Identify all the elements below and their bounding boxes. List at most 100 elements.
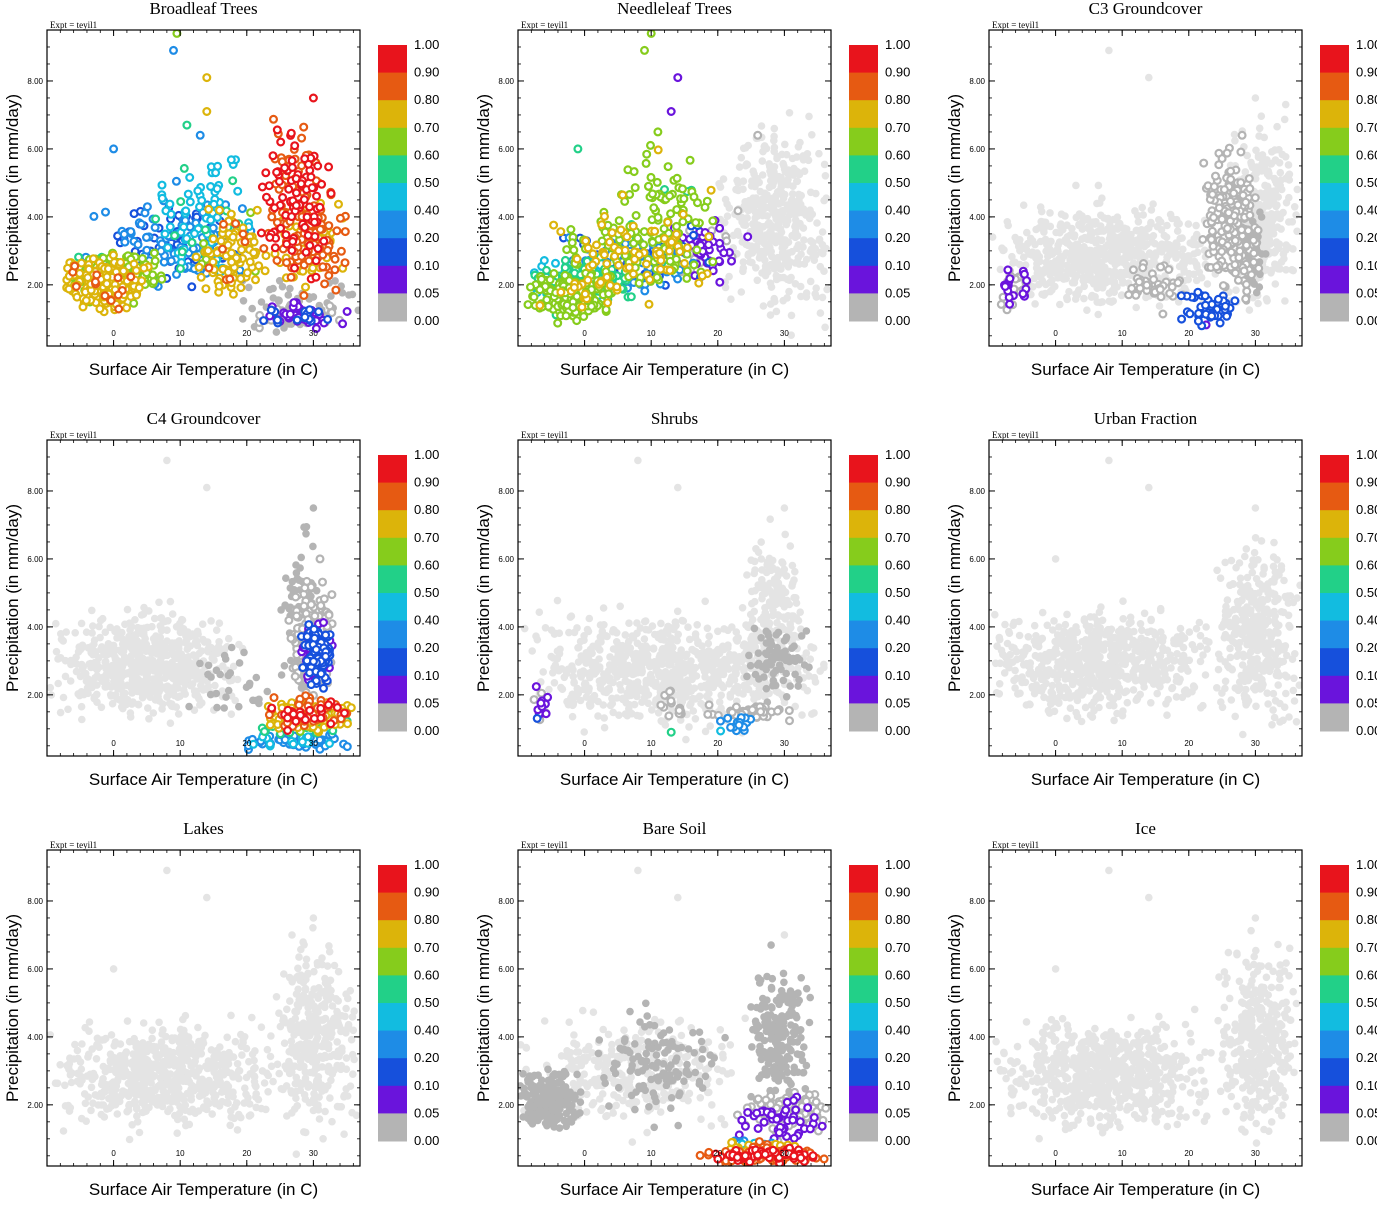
scatter-point: [1069, 279, 1077, 287]
colorbar-swatch: [849, 211, 878, 239]
scatter-point: [298, 180, 305, 187]
x-tick-label: 30: [309, 329, 318, 338]
scatter-point: [113, 625, 121, 633]
y-tick-label: 6.00: [498, 145, 514, 154]
scatter-point: [214, 649, 222, 657]
scatter-point: [92, 279, 99, 286]
scatter-point: [110, 252, 117, 259]
scatter-point: [1243, 281, 1250, 288]
colorbar-swatch: [378, 73, 407, 101]
scatter-point: [162, 231, 169, 238]
scatter-point: [269, 285, 277, 293]
scatter-point: [281, 662, 289, 670]
scatter-point: [754, 277, 762, 285]
scatter-point: [163, 693, 171, 701]
scatter-point: [1178, 316, 1185, 323]
scatter-point: [260, 317, 267, 324]
scatter-point: [121, 657, 129, 665]
scatter-point: [154, 695, 162, 703]
scatter-point: [681, 195, 688, 202]
scatter-point: [739, 268, 747, 276]
colorbar-swatch: [1320, 293, 1349, 321]
scatter-point: [630, 223, 637, 230]
scatter-point: [1246, 175, 1253, 182]
scatter-point: [1045, 241, 1053, 249]
scatter-point: [206, 644, 214, 652]
y-axis-label: Precipitation (in mm/day): [474, 94, 493, 282]
scatter-point: [286, 285, 294, 293]
chart-title: C4 Groundcover: [147, 409, 261, 428]
scatter-point: [66, 286, 73, 293]
scatter-point: [537, 302, 544, 309]
scatter-point: [1038, 277, 1046, 285]
scatter-point: [258, 298, 266, 306]
scatter-point: [105, 265, 112, 272]
scatter-point: [110, 642, 118, 650]
scatter-point: [207, 217, 214, 224]
scatter-point: [716, 279, 723, 286]
scatter-point: [1020, 201, 1028, 209]
scatter-point: [809, 253, 817, 261]
scatter-point: [1163, 222, 1171, 230]
scatter-point: [216, 671, 224, 679]
scatter-point: [547, 276, 554, 283]
scatter-point: [1200, 160, 1207, 167]
scatter-point: [84, 690, 92, 698]
scatter-point: [797, 283, 805, 291]
scatter-point: [1273, 213, 1281, 221]
scatter-point: [740, 177, 748, 185]
scatter-point: [754, 132, 761, 139]
scatter-point: [332, 256, 339, 263]
scatter-point: [57, 630, 65, 638]
scatter-point: [1258, 250, 1266, 258]
scatter-point: [93, 272, 100, 279]
scatter-point: [310, 95, 317, 102]
scatter-point: [104, 274, 111, 281]
colorbar-swatch: [849, 266, 878, 294]
scatter-point: [158, 276, 165, 283]
scatter-point: [665, 163, 672, 170]
scatter-point: [619, 192, 626, 199]
scatter-point: [1123, 225, 1131, 233]
scatter-point: [240, 231, 247, 238]
scatter-point: [73, 283, 80, 290]
scatter-point: [141, 265, 148, 272]
scatter-point: [1179, 252, 1187, 260]
scatter-point: [321, 281, 328, 288]
scatter-point: [796, 206, 804, 214]
scatter-point: [1093, 254, 1101, 262]
scatter-point: [222, 693, 230, 701]
scatter-point: [281, 601, 289, 609]
scatter-point: [244, 269, 251, 276]
scatter-point: [786, 276, 794, 284]
scatter-point: [1173, 241, 1181, 249]
scatter-point: [708, 187, 715, 194]
scatter-point: [1167, 211, 1175, 219]
scatter-point: [294, 317, 301, 324]
scatter-point: [691, 262, 698, 269]
scatter-point: [1139, 264, 1146, 271]
scatter-point: [691, 194, 698, 201]
colorbar-label: 0.70: [1356, 120, 1377, 135]
scatter-point: [1088, 292, 1096, 300]
chart-title: Broadleaf Trees: [149, 0, 257, 18]
scatter-point: [304, 214, 311, 221]
scatter-point: [133, 292, 140, 299]
scatter-point: [781, 255, 789, 263]
y-tick-label: 6.00: [27, 145, 43, 154]
scatter-point: [1227, 168, 1234, 175]
scatter-point: [1272, 280, 1280, 288]
scatter-point: [272, 244, 279, 251]
scatter-point: [687, 157, 694, 164]
scatter-point: [59, 637, 67, 645]
scatter-point: [214, 185, 221, 192]
colorbar-label: 0.50: [414, 175, 439, 190]
scatter-point: [1061, 212, 1069, 220]
scatter-point: [1156, 302, 1164, 310]
scatter-point: [1195, 289, 1202, 296]
scatter-point: [1202, 293, 1209, 300]
scatter-point: [195, 695, 203, 703]
scatter-point: [320, 238, 327, 245]
scatter-point: [1263, 297, 1271, 305]
scatter-point: [631, 168, 638, 175]
